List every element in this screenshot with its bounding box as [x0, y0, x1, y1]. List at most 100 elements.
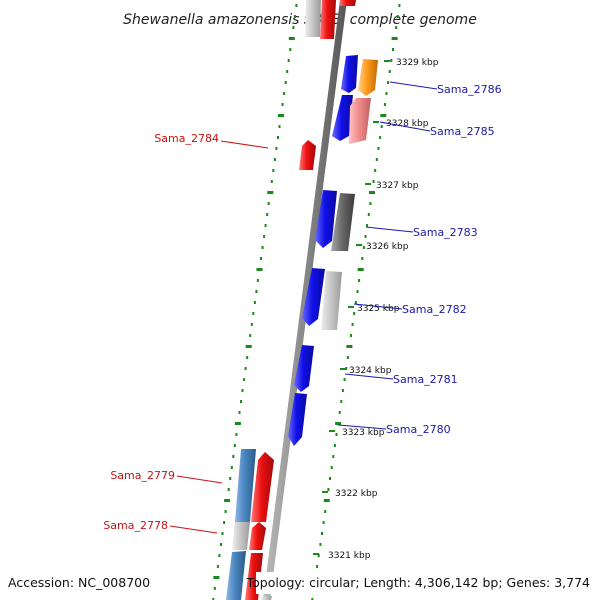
- gc-dot: [235, 433, 238, 436]
- gc-dot: [379, 136, 382, 139]
- gc-dot: [260, 257, 262, 260]
- gc-dot: [218, 554, 221, 557]
- gc-dot: [243, 378, 246, 381]
- tick-label: 3328 kbp: [386, 119, 429, 129]
- gc-dot: [341, 389, 344, 392]
- gene-label: Sama_2783: [413, 226, 478, 239]
- gene-label: Sama_2778: [103, 519, 168, 532]
- gc-dot: [361, 257, 364, 260]
- cds-feature: [332, 95, 353, 141]
- gc-dot: [261, 246, 264, 249]
- scale-labels: 3329 kbp 3328 kbp 3327 kbp 3326 kbp 3325…: [328, 58, 439, 561]
- gc-dot: [281, 103, 284, 106]
- gc-dot: [353, 312, 356, 315]
- tick-label: 3326 kbp: [366, 242, 409, 252]
- gene-label: Sama_2781: [393, 373, 458, 386]
- gc-dot: [229, 477, 232, 480]
- tick-label: 3327 kbp: [376, 181, 419, 191]
- gc-dot: [329, 477, 331, 480]
- tick-label: 3329 kbp: [396, 58, 439, 68]
- gc-dot: [266, 213, 269, 216]
- gc-dot: [377, 147, 380, 150]
- gc-dot: [351, 323, 354, 326]
- genome-backbone: [263, 0, 347, 600]
- gc-dot: [286, 70, 289, 73]
- gc-dot: [366, 224, 369, 227]
- cds-feature: [305, 0, 321, 37]
- cds-feature: [294, 345, 314, 392]
- gc-dot: [292, 26, 295, 29]
- gc-dot: [354, 301, 357, 304]
- gc-dot: [343, 378, 346, 381]
- gc-dot: [256, 268, 263, 271]
- cds-feature: [331, 193, 355, 251]
- gc-dot: [221, 532, 224, 535]
- gc-dot: [332, 455, 335, 458]
- gc-dot: [364, 235, 367, 238]
- cds-feature: [358, 59, 378, 96]
- gc-dot: [256, 279, 259, 282]
- gc-dot: [277, 136, 279, 139]
- gc-dot: [383, 103, 386, 106]
- cds-feature: [251, 452, 274, 522]
- gc-dot: [319, 543, 322, 546]
- gc-dot: [253, 301, 256, 304]
- cds-feature: [232, 522, 250, 550]
- gc-dot: [216, 565, 219, 568]
- gc-dot: [350, 334, 352, 337]
- gc-dot: [263, 235, 266, 238]
- gc-dot: [238, 411, 241, 414]
- gc-dot: [227, 488, 230, 491]
- gc-dot: [224, 510, 227, 513]
- gc-content-outline: [212, 4, 401, 600]
- gc-dot: [244, 367, 247, 370]
- gene-label: Sama_2785: [430, 125, 495, 138]
- gc-dot: [323, 499, 330, 502]
- scale-ticks: [313, 60, 390, 555]
- gene-labels: Sama_2786 Sama_2785 Sama_2783 Sama_2782 …: [103, 83, 501, 532]
- gc-dot: [395, 26, 398, 29]
- gc-dot: [387, 81, 390, 84]
- cds-feature: [315, 190, 337, 248]
- gc-dot: [398, 4, 401, 7]
- gene-label: Sama_2779: [110, 469, 175, 482]
- gc-dot: [367, 213, 370, 216]
- gc-dot: [283, 92, 286, 95]
- gc-dot: [369, 202, 372, 205]
- cds-feature: [341, 55, 358, 93]
- gc-dot: [374, 169, 377, 172]
- cds-feature: [321, 271, 342, 330]
- gc-dot: [270, 180, 273, 183]
- gc-dot: [390, 59, 393, 62]
- gene-label: Sama_2780: [386, 423, 451, 436]
- gc-dot: [213, 576, 220, 579]
- gc-dot: [295, 4, 298, 7]
- gc-dot: [317, 554, 320, 557]
- gc-dot: [321, 532, 323, 535]
- gc-dot: [233, 444, 236, 447]
- gc-dot: [356, 290, 359, 293]
- gc-dot: [230, 466, 233, 469]
- gc-dot: [213, 587, 216, 590]
- gc-dot: [388, 70, 391, 73]
- gc-dot: [289, 48, 292, 51]
- gc-dot: [249, 334, 252, 337]
- footer-background: [256, 572, 600, 594]
- gc-dot: [345, 367, 348, 370]
- gc-dot: [327, 488, 330, 491]
- gc-dot: [278, 114, 284, 117]
- gc-dot: [380, 125, 383, 128]
- gc-dot: [372, 180, 375, 183]
- gc-dot: [223, 521, 226, 524]
- gene-label: Sama_2784: [154, 132, 219, 145]
- gc-dot: [273, 158, 276, 161]
- gc-dot: [338, 411, 341, 414]
- gc-dot: [293, 15, 296, 18]
- gc-dot: [340, 400, 343, 403]
- cds-feature: [226, 551, 246, 600]
- gc-dot: [358, 279, 361, 282]
- gc-dot: [241, 389, 244, 392]
- tick-label: 3324 kbp: [349, 366, 392, 376]
- gc-dot: [396, 15, 399, 18]
